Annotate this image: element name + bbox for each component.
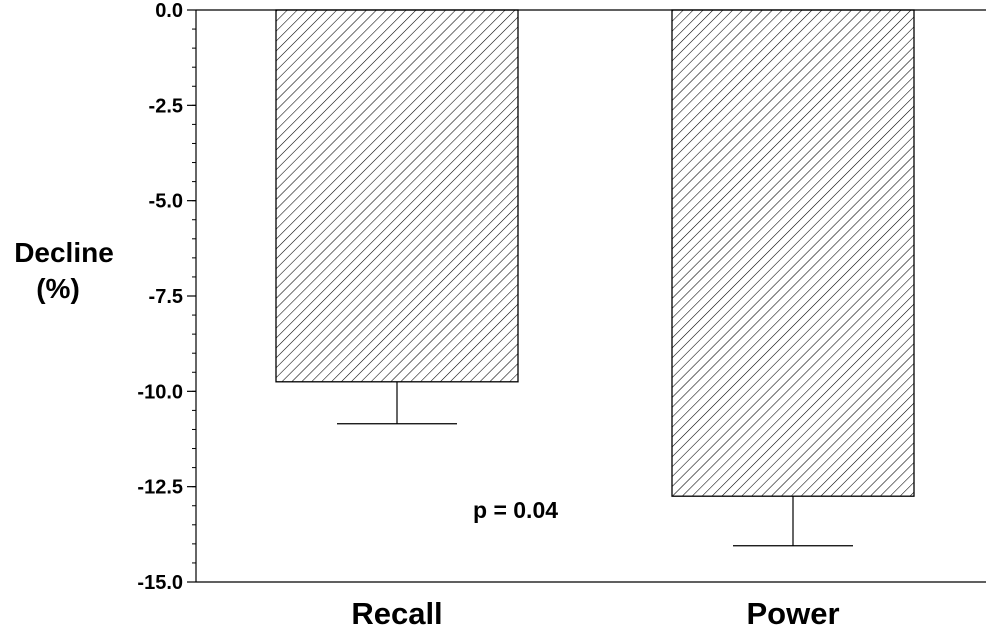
- x-category-label-power: Power: [746, 596, 839, 629]
- bar-power: [671, 9, 915, 497]
- y-tick-label: -5.0: [149, 191, 183, 213]
- labels-layer: 0.0 -2.5 -5.0 -7.5 -10.0 -12.5 -15.0 Recall Powe…: [137, 0, 839, 629]
- y-tick-label: 0.0: [155, 0, 183, 22]
- y-tick-label: -15.0: [137, 572, 183, 594]
- x-category-label-recall: Recall: [351, 596, 442, 629]
- y-tick-label: -10.0: [137, 381, 183, 403]
- bar-recall: [275, 9, 519, 383]
- p-value-annotation: p = 0.04: [473, 497, 558, 523]
- bars-layer: [275, 9, 915, 547]
- y-tick-label: -7.5: [149, 286, 183, 308]
- y-tick-label: -2.5: [149, 95, 183, 117]
- y-axis-label-line-2: (%): [36, 273, 80, 304]
- y-axis-label-line-1: Decline: [14, 237, 114, 268]
- y-tick-label: -12.5: [137, 477, 183, 499]
